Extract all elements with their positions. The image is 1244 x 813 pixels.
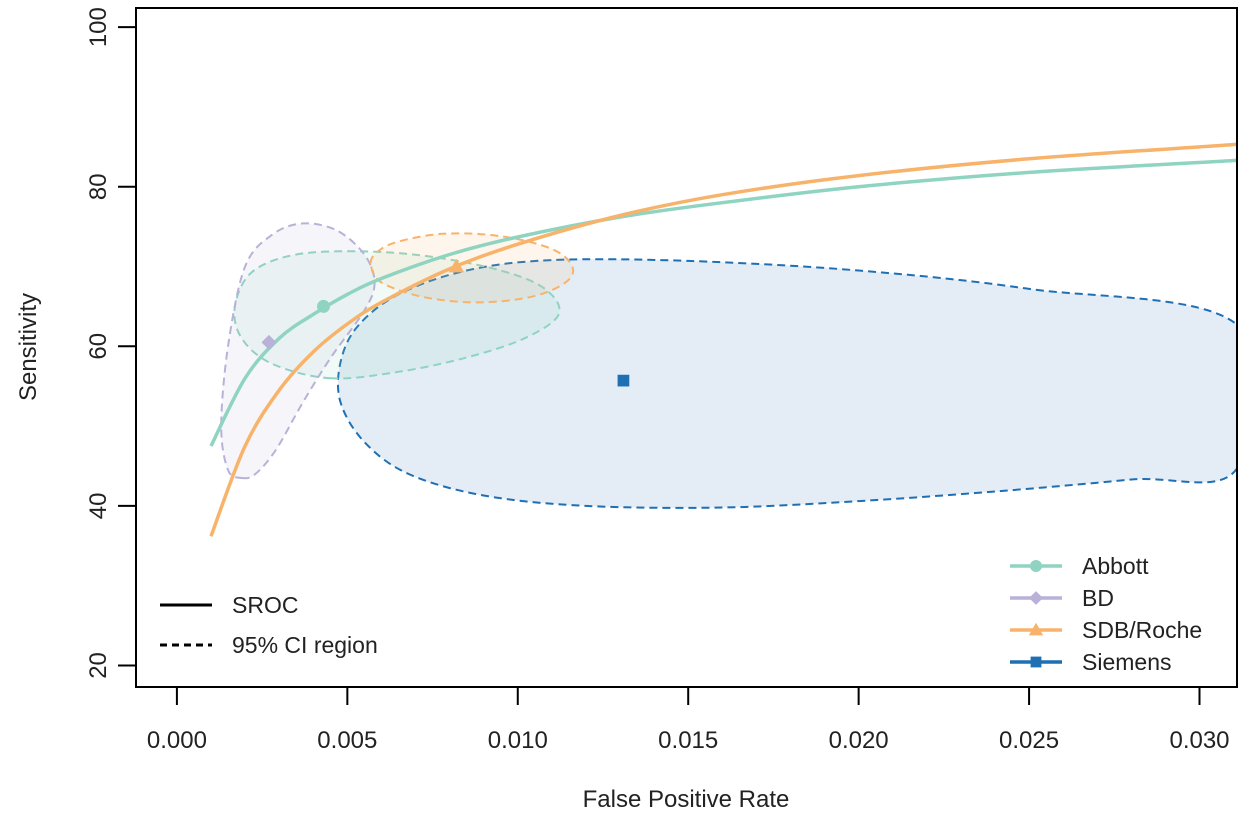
ci-region-abbott (233, 250, 561, 380)
legend-label-abbott: Abbott (1082, 553, 1149, 579)
y-axis: 20 40 60 80 100 (85, 7, 136, 679)
summary-points (261, 258, 630, 387)
legend-label-sdb-roche: SDB/Roche (1082, 617, 1202, 643)
sroc-line-sdb-roche (209, 142, 1237, 537)
x-tick-label: 0.005 (317, 727, 377, 754)
x-tick-label: 0.015 (658, 727, 718, 754)
y-tick-label: 40 (85, 493, 112, 520)
summary-point-abbott (316, 299, 330, 313)
legend-marker-abbott (1030, 560, 1042, 572)
sroc-line-abbott (209, 158, 1237, 447)
x-tick-label: 0.020 (829, 727, 889, 754)
ci-region-bd (220, 222, 376, 480)
ci-region-sdb-roche (369, 232, 575, 304)
line-type-legend: SROC 95% CI region (160, 592, 378, 658)
y-tick-label: 20 (85, 652, 112, 679)
y-axis-title: Sensitivity (15, 293, 42, 401)
series-legend: Abbott BD SDB/Roche Siemens (1010, 553, 1202, 675)
legend-label-95-ci-region: 95% CI region (232, 632, 378, 658)
y-tick-label: 60 (85, 333, 112, 360)
legend-label-bd: BD (1082, 585, 1114, 611)
legend-label-siemens: Siemens (1082, 649, 1171, 675)
legend-marker-siemens (1030, 656, 1042, 668)
legend-marker-sdb-roche (1028, 622, 1044, 636)
x-tick-label: 0.025 (999, 727, 1059, 754)
y-tick-label: 100 (85, 7, 112, 47)
summary-point-bd (261, 334, 277, 350)
x-tick-label: 0.010 (488, 727, 548, 754)
legend-label-sroc: SROC (232, 592, 298, 618)
y-tick-label: 80 (85, 173, 112, 200)
x-axis: 0.000 0.005 0.010 0.015 0.020 0.025 0.030 (147, 686, 1230, 754)
ci-regions (220, 222, 1237, 509)
x-axis-title: False Positive Rate (583, 786, 790, 813)
ci-region-siemens (336, 258, 1237, 509)
x-tick-label: 0.000 (147, 727, 207, 754)
summary-point-siemens (617, 374, 630, 387)
summary-point-sdb-roche (448, 258, 465, 273)
legend-marker-bd (1029, 591, 1043, 605)
x-tick-label: 0.030 (1169, 727, 1229, 754)
sroc-curves (209, 142, 1237, 537)
